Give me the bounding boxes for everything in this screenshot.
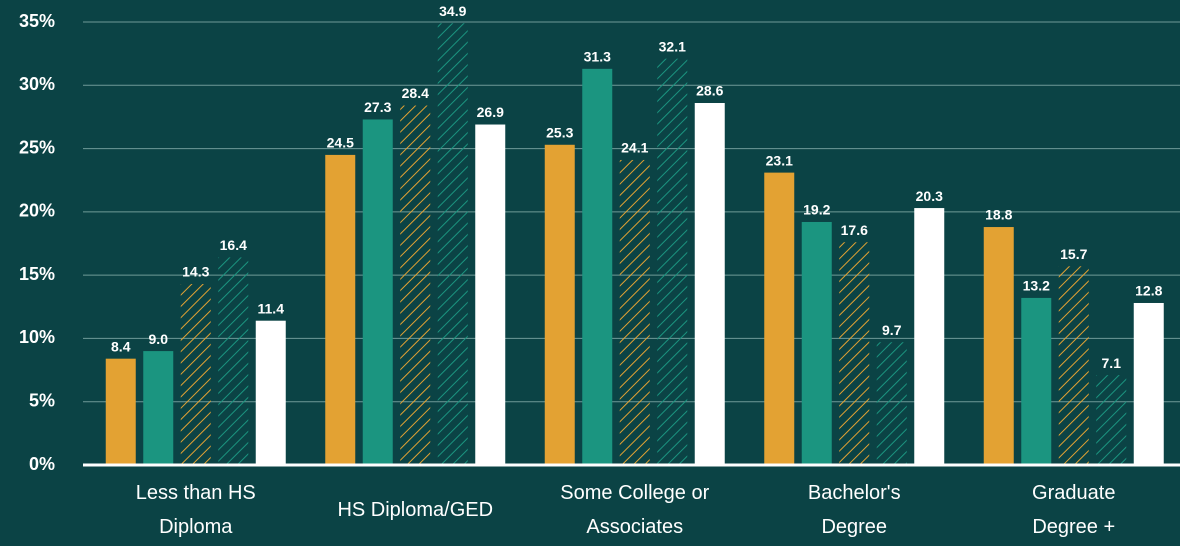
bar [218, 257, 249, 465]
y-tick-label: 25% [19, 137, 55, 157]
value-label: 24.5 [327, 135, 354, 151]
bar [105, 358, 136, 465]
x-tick-label: Less than HS Diploma [135, 482, 256, 538]
value-label: 8.4 [111, 338, 131, 354]
bar [582, 68, 613, 466]
value-label: 15.7 [1060, 246, 1087, 262]
bar [437, 23, 468, 465]
x-tick-label: HS Diploma/GED [337, 499, 494, 521]
x-tick-label: Some College or Associates [560, 482, 710, 538]
value-label: 23.1 [766, 152, 793, 168]
bar [983, 227, 1014, 465]
value-label: 18.8 [985, 207, 1012, 223]
bar [801, 221, 832, 465]
value-label: 31.3 [584, 49, 611, 65]
value-label: 9.0 [149, 331, 169, 347]
bar [325, 154, 356, 465]
bar [876, 342, 907, 465]
value-label: 19.2 [803, 202, 830, 218]
bar [914, 208, 945, 465]
bar [839, 242, 870, 465]
bar [143, 351, 174, 465]
value-label: 11.4 [258, 300, 285, 316]
value-label: 32.1 [659, 38, 686, 54]
bar [362, 119, 393, 466]
bar [764, 172, 795, 465]
bar [657, 58, 688, 465]
value-label: 17.6 [841, 222, 868, 238]
bar [475, 124, 506, 465]
x-tick-label: Bachelor's Degree [807, 482, 901, 538]
bar [255, 320, 286, 465]
y-tick-label: 35% [19, 11, 55, 31]
bar [1096, 375, 1127, 465]
value-label: 13.2 [1023, 278, 1050, 294]
bar [694, 103, 725, 466]
value-label: 34.9 [439, 3, 466, 19]
value-label: 7.1 [1102, 355, 1122, 371]
value-label: 24.1 [621, 140, 648, 156]
bar [400, 105, 431, 465]
value-label: 14.3 [182, 264, 209, 280]
value-label: 25.3 [546, 124, 573, 140]
value-label: 26.9 [477, 104, 504, 120]
bar [180, 284, 211, 465]
bar [1021, 297, 1052, 465]
value-label: 12.8 [1135, 283, 1162, 299]
value-label: 28.4 [402, 85, 429, 101]
y-tick-label: 10% [19, 327, 55, 347]
bar [619, 159, 650, 465]
value-label: 9.7 [882, 322, 902, 338]
y-tick-label: 5% [29, 390, 55, 410]
value-label: 27.3 [364, 99, 391, 115]
value-label: 20.3 [916, 188, 943, 204]
bar [1133, 302, 1164, 465]
y-tick-label: 20% [19, 201, 55, 221]
x-tick-label: Graduate Degree + [1032, 482, 1116, 538]
y-tick-label: 0% [29, 454, 55, 474]
y-tick-label: 15% [19, 264, 55, 284]
bar [544, 144, 575, 465]
value-label: 28.6 [696, 83, 723, 99]
value-label: 16.4 [220, 237, 247, 253]
bar [1058, 266, 1089, 465]
y-tick-label: 30% [19, 74, 55, 94]
